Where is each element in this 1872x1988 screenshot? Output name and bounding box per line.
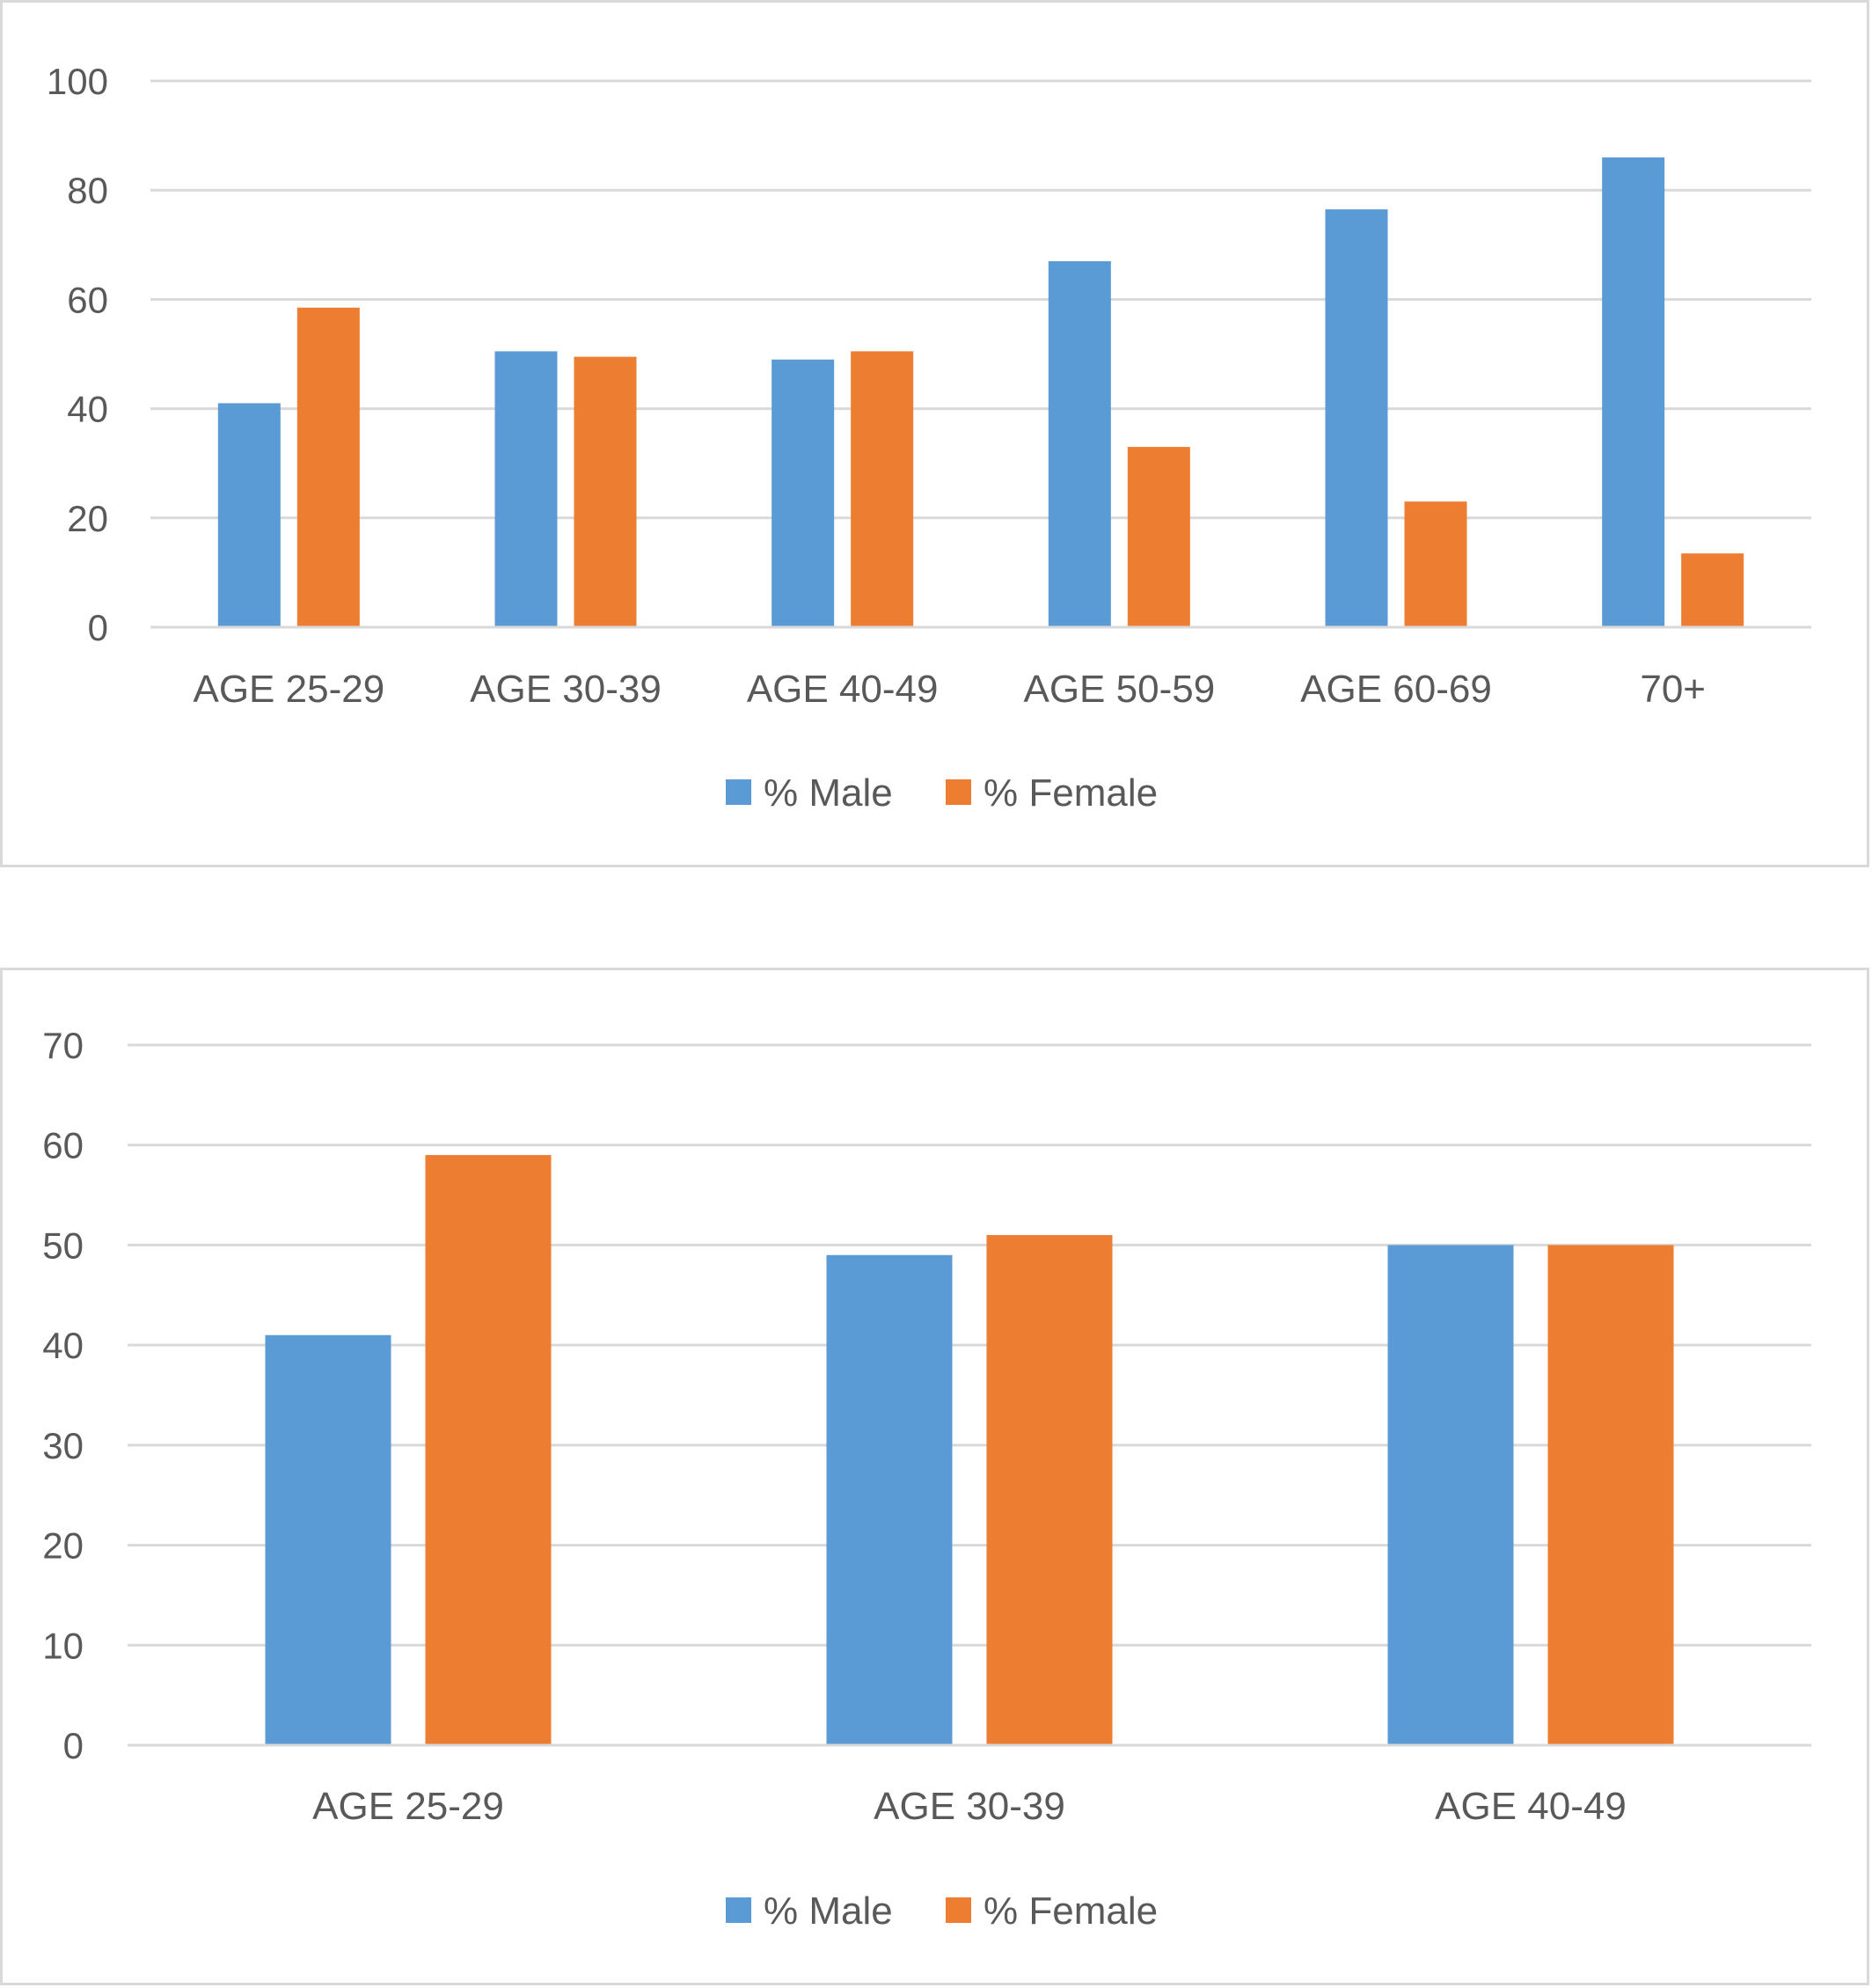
x-category-label: AGE 50-59 [1023, 668, 1215, 711]
x-category-label: AGE 60-69 [1300, 668, 1492, 711]
x-category-label: AGE 40-49 [1435, 1785, 1627, 1828]
y-tick-label: 20 [42, 1525, 84, 1567]
y-tick-label: 40 [42, 1325, 84, 1366]
bar-male [494, 351, 558, 627]
bar-female [1127, 447, 1190, 627]
bar-female [425, 1155, 552, 1745]
chart-panel-age-gender-young: 0 10 20 30 40 50 60 70 AGE 25-29 AGE 30-39 AGE 40-… [0, 968, 1869, 1985]
bar-male [1048, 260, 1111, 627]
legend-label-male: % Male [764, 771, 893, 815]
y-tick-label: 70 [42, 1025, 84, 1066]
y-tick-label: 10 [42, 1625, 84, 1666]
x-category-label: AGE 40-49 [747, 668, 939, 711]
bar-male [826, 1254, 953, 1745]
y-tick-label: 50 [42, 1224, 84, 1266]
legend-swatch-female [946, 1897, 971, 1923]
bar-male [1387, 1245, 1514, 1745]
bar-female [1681, 553, 1744, 627]
bar-chart-svg: 0 10 20 30 40 50 60 70 AGE 25-29 AGE 30-39 AGE 40-… [42, 1025, 1811, 1933]
y-tick-label: 60 [42, 1125, 84, 1166]
chart-panel-age-gender-all: 0 20 40 60 80 100 AGE 25-29 AGE 30-39 AGE 40-49 A… [0, 0, 1869, 867]
y-tick-label: 0 [63, 1725, 84, 1766]
bar-male [1602, 157, 1665, 627]
y-tick-label: 30 [42, 1425, 84, 1466]
y-tick-label: 80 [67, 170, 108, 211]
x-category-label: AGE 30-39 [874, 1785, 1065, 1828]
x-category-label: AGE 25-29 [312, 1785, 504, 1828]
x-category-label: AGE 25-29 [193, 668, 384, 711]
x-category-label: AGE 30-39 [470, 668, 662, 711]
bar-female [296, 307, 360, 627]
bar-female [986, 1235, 1113, 1745]
y-tick-label: 100 [47, 61, 108, 102]
y-tick-label: 60 [67, 279, 108, 320]
y-tick-label: 20 [67, 498, 108, 539]
legend-label-female: % Female [984, 1889, 1158, 1933]
bar-male [771, 359, 835, 627]
legend-swatch-male [726, 779, 751, 805]
bar-chart-svg: 0 20 40 60 80 100 AGE 25-29 AGE 30-39 AGE 40-49 A… [47, 61, 1811, 815]
y-tick-label: 0 [88, 607, 108, 648]
legend-swatch-male [726, 1897, 751, 1923]
legend-swatch-female [946, 779, 971, 805]
bar-female [1547, 1245, 1674, 1745]
bar-male [1325, 208, 1388, 627]
x-category-label: 70+ [1640, 668, 1706, 711]
bar-female [1404, 501, 1467, 627]
legend-label-male: % Male [764, 1889, 893, 1933]
bar-female [851, 351, 914, 627]
y-tick-label: 40 [67, 389, 108, 430]
bar-female [574, 356, 637, 627]
legend-label-female: % Female [984, 771, 1158, 815]
bar-male [265, 1334, 391, 1745]
bar-male [217, 403, 281, 627]
